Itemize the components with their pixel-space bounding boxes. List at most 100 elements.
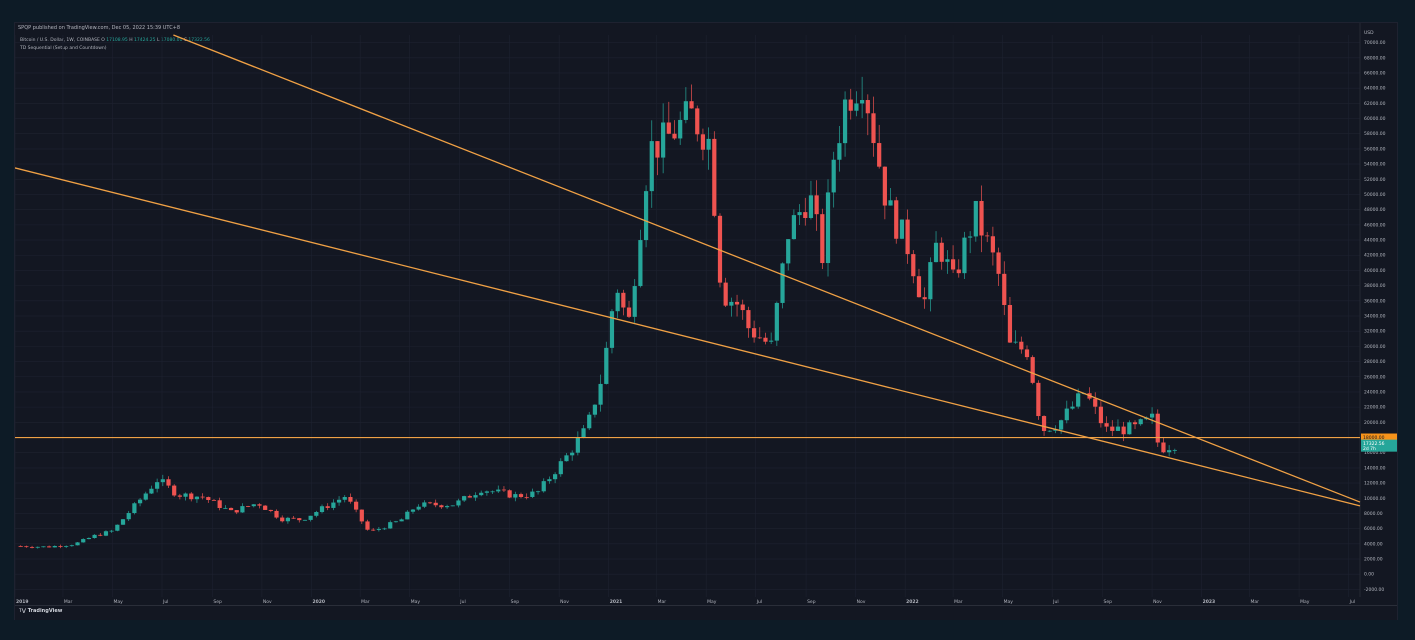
candle-down [814, 195, 819, 215]
candle-down [950, 259, 956, 270]
y-tick-label: 10000.00 [1364, 496, 1386, 502]
y-tick-label: 38000.00 [1364, 283, 1386, 289]
open-value: 17108.95 [106, 38, 128, 43]
candle-down [1110, 426, 1115, 431]
candle-down [98, 534, 103, 536]
x-tick-label: Sep [1104, 599, 1113, 605]
candle-down [166, 479, 171, 486]
candle-up [1149, 413, 1155, 418]
candle-up [376, 528, 381, 530]
candle-down [865, 100, 870, 114]
candle-up [825, 192, 831, 264]
candle-up [223, 507, 228, 509]
y-tick-label: 58000.00 [1364, 131, 1386, 137]
candle-up [575, 437, 580, 453]
candle-up [473, 495, 478, 498]
y-tick-label: 2000.00 [1364, 557, 1383, 563]
candle-up [1172, 449, 1177, 451]
y-tick-label: 48000.00 [1364, 207, 1386, 213]
candle-down [263, 505, 268, 510]
x-tick-label: Jul [162, 599, 168, 605]
candle-up [933, 242, 939, 263]
last-price-badge [1361, 439, 1397, 452]
candle-up [774, 302, 779, 341]
candle-up [308, 515, 313, 520]
candle-down [29, 547, 35, 548]
x-tick-label: May [1004, 599, 1014, 605]
candle-down [24, 546, 29, 548]
y-tick-label: 34000.00 [1364, 314, 1386, 320]
candle-down [1036, 382, 1041, 417]
x-tick-label: Nov [857, 599, 866, 605]
candle-up [797, 212, 802, 216]
candle-up [604, 347, 609, 384]
candle-down [916, 276, 922, 298]
candle-down [365, 521, 370, 530]
candle-down [746, 310, 751, 329]
x-tick-label: May [113, 599, 123, 605]
candle-up [388, 522, 393, 529]
candle-up [155, 482, 160, 489]
symbol-label: Bitcoin / U.S. Dollar, 1W, COINBASE [20, 38, 100, 43]
price-chart[interactable]: 70000.00 68000.00 66000.00 64000.00 62000.00… [15, 23, 1397, 605]
y-tick-label: 56000.00 [1364, 146, 1386, 152]
low-value: 17080.01 [160, 38, 183, 43]
candle-up [35, 546, 40, 548]
x-tick-label: Nov [1153, 599, 1162, 605]
candle-up [609, 311, 615, 348]
candle-up [462, 496, 467, 501]
x-tick-label: May [411, 599, 421, 605]
candle-up [1013, 341, 1018, 343]
candle-down [274, 510, 279, 518]
candle-down [1132, 422, 1138, 425]
candle-down [985, 235, 990, 237]
candle-down [427, 502, 433, 504]
candle-down [439, 505, 444, 508]
candle-down [359, 509, 364, 522]
candle-up [331, 502, 336, 508]
candle-down [905, 219, 910, 255]
candle-up [92, 534, 97, 539]
candle-down [763, 337, 768, 342]
candle-up [570, 452, 575, 456]
high-value: 17424.25 [134, 38, 156, 43]
y-tick-label: 36000.00 [1364, 298, 1386, 304]
candle-up [729, 301, 734, 306]
candle-down [689, 101, 694, 109]
candle-down [280, 517, 285, 522]
close-value: 17322.56 [188, 38, 210, 43]
candle-up [632, 286, 637, 317]
candle-down [58, 545, 63, 547]
last-price-label: 17322.56 [1363, 441, 1385, 447]
candle-up [126, 513, 131, 520]
candle-up [64, 546, 69, 547]
candle-up [183, 493, 188, 497]
y-tick-label: 28000.00 [1364, 359, 1386, 365]
tradingview-logo: ⊺⋁ TradingView [19, 608, 62, 614]
candle-up [592, 404, 598, 415]
candle-down [501, 489, 507, 491]
candle-up [541, 481, 546, 492]
candle-down [217, 500, 222, 508]
x-tick-label: Sep [213, 599, 222, 605]
candle-up [109, 530, 114, 532]
c-label: C [183, 38, 187, 43]
x-tick-label: 2020 [312, 599, 325, 605]
candle-up [558, 461, 563, 475]
candle-down [433, 502, 438, 506]
candle-down [325, 506, 330, 508]
candle-up [41, 546, 46, 548]
x-tick-label: Jul [1052, 599, 1058, 605]
candle-down [956, 269, 961, 274]
y-tick-label: 60000.00 [1364, 116, 1386, 122]
candle-up [535, 491, 541, 493]
candle-up [598, 383, 603, 405]
candle-down [177, 495, 182, 497]
candle-down [666, 122, 671, 134]
x-tick-label: 2021 [610, 599, 623, 605]
candle-down [228, 507, 234, 511]
candle-up [314, 512, 319, 516]
support-badge-label: 18000.00 [1363, 435, 1385, 441]
candle-up [137, 499, 143, 504]
candle-down [1161, 442, 1166, 453]
